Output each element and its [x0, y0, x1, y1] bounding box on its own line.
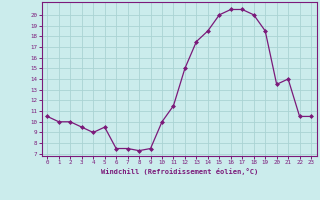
X-axis label: Windchill (Refroidissement éolien,°C): Windchill (Refroidissement éolien,°C)	[100, 168, 258, 175]
